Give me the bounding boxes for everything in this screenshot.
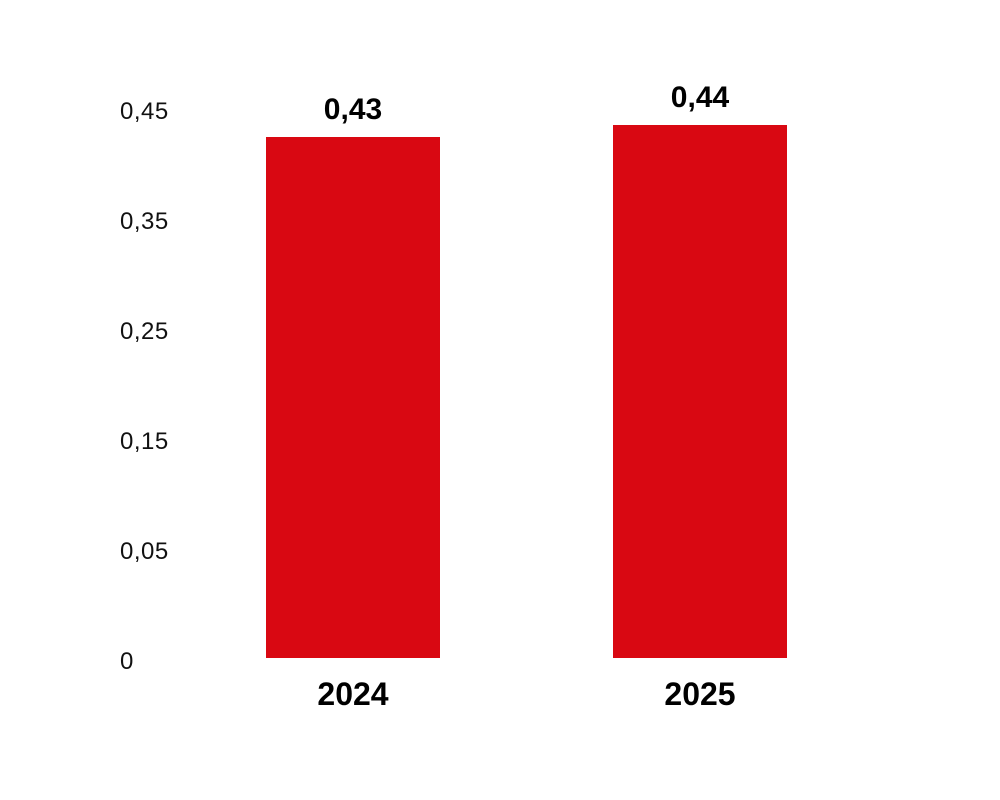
bar-2025 (613, 125, 787, 658)
x-axis-category-label: 2025 (664, 676, 736, 712)
bar-value-label: 0,43 (323, 93, 383, 126)
y-axis-tick-label: 0 (120, 648, 134, 675)
y-axis-tick-label: 0,35 (120, 208, 169, 235)
bar-value-label: 0,44 (670, 81, 730, 114)
x-axis-category-label: 2024 (317, 676, 389, 712)
y-axis-tick-label: 0,45 (120, 98, 169, 125)
y-axis-tick-label: 0,25 (120, 318, 169, 345)
y-axis-tick-label: 0,15 (120, 428, 169, 455)
bar-2024 (266, 137, 440, 658)
y-axis-tick-label: 0,05 (120, 538, 169, 565)
